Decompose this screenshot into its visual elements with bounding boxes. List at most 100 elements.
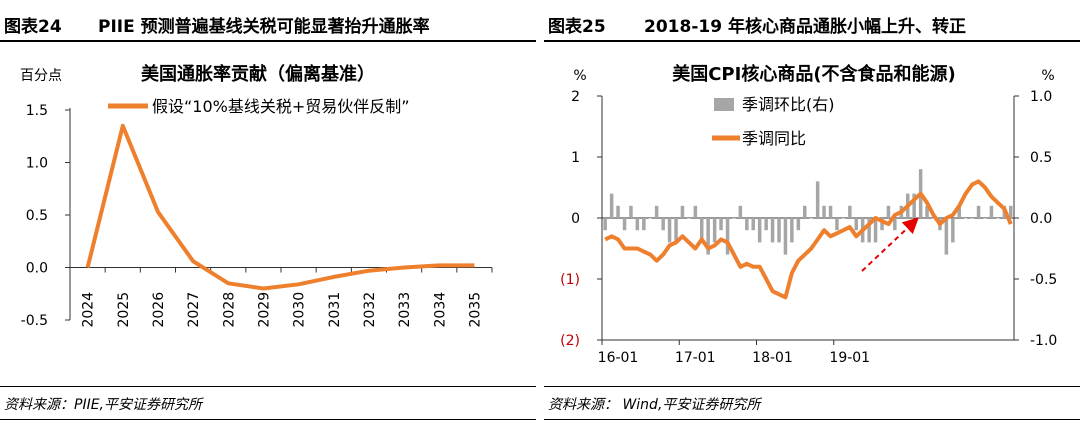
figure-title: 2018-19 年核心商品通胀小幅上升、转正: [644, 17, 966, 37]
series-line: [604, 179, 1013, 300]
bar: [609, 193, 614, 218]
bar: [654, 205, 659, 218]
bar: [661, 218, 665, 231]
x-tick-label: 2029: [256, 292, 272, 328]
figure-footer: 资料来源：PIIE,平安证券研究所: [0, 386, 536, 420]
x-tick-label: 18-01: [752, 350, 793, 366]
y-tick-label-right: 1.0: [1030, 89, 1052, 105]
bar: [983, 218, 987, 219]
bar: [603, 218, 607, 231]
core-goods-cpi-chart: 美国CPI核心商品(不含食品和能源)% % 2 1 0 (1) (2) 1.0 0.5 0.0 -0…: [560, 63, 1057, 366]
legend-label: 季调环比(右): [742, 95, 835, 114]
figure-footer: 资料来源： Wind,平安证券研究所: [544, 386, 1080, 420]
figure-label: 图表25: [548, 17, 606, 37]
figure-title: PIIE 预测普遍基线关税可能显著抬升通胀率: [98, 17, 430, 37]
bar: [719, 218, 723, 231]
bar: [732, 218, 736, 219]
bar: [848, 205, 852, 218]
bar: [886, 205, 891, 218]
bar: [854, 218, 858, 231]
inflation-contribution-chart: 美国通胀率贡献（偏离基准） 百分点 1.5 1.0 0.5 0.0 -0.5 2024 2025…: [20, 63, 493, 329]
bar: [687, 218, 691, 219]
bar: [712, 218, 717, 243]
y-tick-label-left: (2): [560, 333, 580, 349]
x-tick-label: 2033: [397, 292, 413, 328]
legend-bar-swatch: [714, 98, 734, 111]
bar: [963, 218, 968, 219]
y-tick-label-right: 0.0: [1030, 211, 1052, 227]
figure-header: 图表24 PIIE 预测普遍基线关税可能显著抬升通胀率: [0, 6, 536, 42]
bar: [822, 205, 826, 218]
bar: [764, 218, 768, 231]
bar: [790, 218, 794, 243]
y-tick-label-left: 2: [571, 89, 580, 105]
bar: [828, 205, 833, 218]
bar: [635, 218, 640, 231]
legend-label: 假设“10%基线关税+贸易伙伴反制”: [152, 97, 410, 116]
bar: [642, 218, 646, 231]
bar: [880, 218, 884, 231]
bar: [989, 205, 994, 218]
x-tick-label: 2031: [327, 292, 343, 328]
bar: [803, 205, 807, 218]
bar: [925, 205, 929, 218]
figure-label: 图表24: [4, 17, 62, 37]
x-tick-label: 2026: [151, 292, 167, 328]
source-note: 资料来源：PIIE,平安证券研究所: [4, 397, 202, 413]
y-tick-label-right: 0.5: [1030, 150, 1052, 166]
bar: [815, 181, 820, 218]
y-tick-label-right: -1.0: [1030, 333, 1057, 349]
bar: [751, 218, 755, 231]
bar: [841, 218, 846, 219]
x-tick-label: 17-01: [675, 350, 716, 366]
bar: [1009, 205, 1013, 218]
bar: [809, 218, 813, 219]
x-tick-label: 2034: [432, 292, 448, 328]
annotation-arrow: [861, 217, 919, 272]
bar: [693, 205, 698, 218]
bar: [667, 218, 672, 243]
figure-25: 图表25 2018-19 年核心商品通胀小幅上升、转正 美国CPI核心商品(不含…: [544, 0, 1080, 430]
bar: [873, 218, 878, 243]
bar: [996, 218, 1000, 219]
bar: [706, 218, 710, 255]
bar: [893, 218, 897, 231]
bar: [700, 218, 704, 243]
bar: [757, 218, 762, 243]
y-axis-label-right: %: [1041, 68, 1054, 84]
bar: [738, 205, 743, 218]
bar: [912, 193, 916, 218]
bar: [622, 218, 627, 231]
bar: [976, 205, 981, 218]
x-tick-label: 2025: [116, 292, 132, 328]
x-tick-label: 2028: [221, 292, 237, 328]
bar: [770, 218, 775, 243]
y-tick-label-left: (1): [560, 272, 580, 288]
bar: [944, 218, 949, 255]
y-tick-label: 0.0: [26, 261, 48, 277]
y-tick-label-left: 1: [571, 150, 580, 166]
bar: [796, 218, 801, 231]
bar: [745, 218, 749, 231]
legend-label: 季调同比: [742, 129, 806, 148]
bar: [674, 218, 678, 243]
bar: [783, 218, 788, 255]
bar: [957, 205, 961, 218]
bar: [648, 218, 652, 219]
y-tick-label: 1.5: [26, 103, 48, 119]
x-tick-label: 16-01: [598, 350, 639, 366]
y-tick-label: 1.0: [26, 156, 48, 172]
y-tick-label: -0.5: [21, 313, 48, 329]
bar: [777, 218, 781, 243]
bar: [629, 205, 633, 218]
chart-title: 美国CPI核心商品(不含食品和能源): [672, 63, 956, 85]
y-tick-label-right: -0.5: [1030, 272, 1057, 288]
x-tick-label: 2035: [467, 292, 483, 328]
y-tick-label: 0.5: [26, 208, 48, 224]
series-line: [85, 123, 475, 291]
y-axis-label: 百分点: [20, 68, 62, 84]
bar: [970, 218, 974, 219]
source-note: 资料来源： Wind,平安证券研究所: [548, 397, 761, 413]
figure-header: 图表25 2018-19 年核心商品通胀小幅上升、转正: [544, 6, 1080, 42]
bar: [616, 205, 620, 218]
